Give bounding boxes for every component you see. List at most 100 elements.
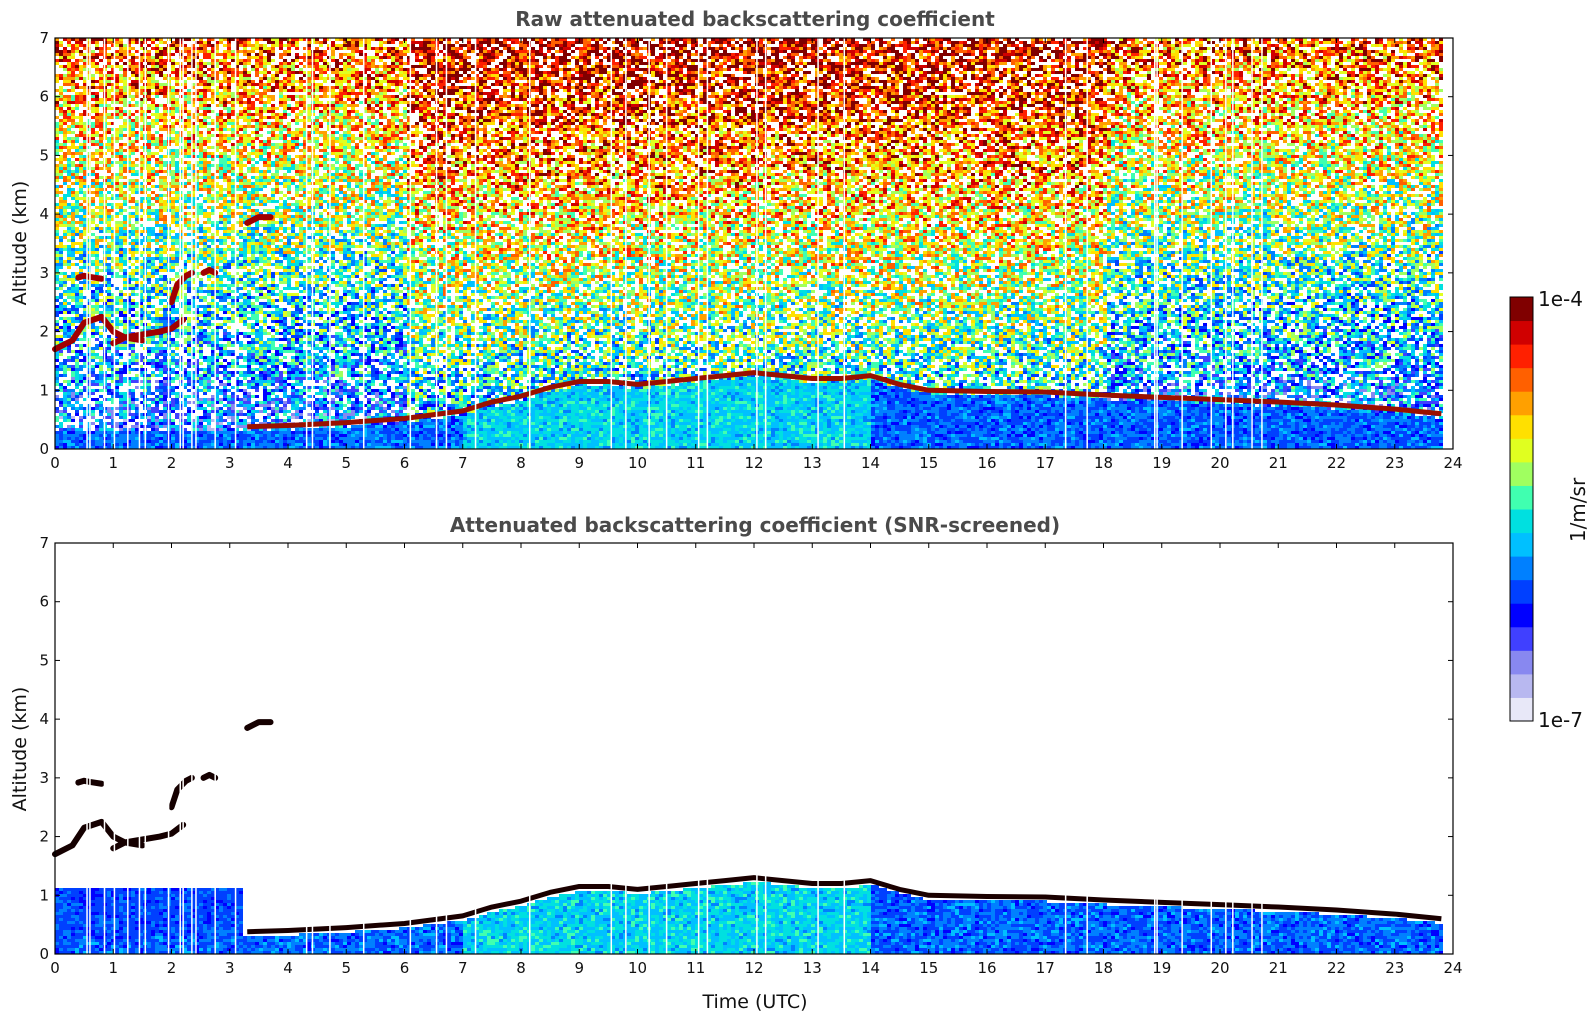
x-tick-label: 17 <box>1036 959 1055 977</box>
x-tick-label: 15 <box>919 454 938 472</box>
x-tick-label: 10 <box>628 959 647 977</box>
x-tick-label: 24 <box>1443 454 1462 472</box>
x-tick-label: 17 <box>1036 454 1055 472</box>
x-tick-label: 11 <box>686 959 705 977</box>
x-tick-label: 12 <box>744 959 763 977</box>
x-tick-label: 19 <box>1152 959 1171 977</box>
x-tick-label: 18 <box>1094 959 1113 977</box>
x-tick-label: 2 <box>167 454 177 472</box>
colorbar-step <box>1510 391 1533 416</box>
y-tick-label: 2 <box>39 323 49 341</box>
x-tick-label: 22 <box>1327 959 1346 977</box>
screened-y-axis-label: Altitude (km) <box>9 687 31 812</box>
x-tick-label: 20 <box>1210 959 1229 977</box>
cloud-layer-line <box>168 269 195 306</box>
x-tick-label: 12 <box>744 454 763 472</box>
x-tick-label: 5 <box>341 454 351 472</box>
colorbar-step <box>1510 579 1533 604</box>
colorbar-step <box>1510 438 1533 463</box>
cloud-layer-line <box>168 774 195 811</box>
x-tick-label: 11 <box>686 454 705 472</box>
x-tick-label: 6 <box>400 959 410 977</box>
y-tick-label: 6 <box>39 88 49 106</box>
x-tick-label: 10 <box>628 454 647 472</box>
colorbar-step <box>1510 697 1533 722</box>
cloud-layer-line <box>200 266 219 276</box>
x-tick-label: 18 <box>1094 454 1113 472</box>
x-tick-label: 2 <box>167 959 177 977</box>
colorbar-step <box>1510 320 1533 345</box>
screened-panel-title: Attenuated backscattering coefficient (S… <box>450 513 1060 537</box>
x-tick-label: 21 <box>1269 959 1288 977</box>
y-tick-label: 4 <box>39 710 49 728</box>
y-tick-label: 2 <box>39 828 49 846</box>
x-tick-label: 7 <box>458 959 468 977</box>
x-tick-label: 14 <box>861 454 880 472</box>
colorbar: 1e-4 1e-7 1/m/sr <box>1509 287 1590 732</box>
x-tick-label: 3 <box>225 959 235 977</box>
boundary-layer-top-line <box>247 875 1442 935</box>
x-tick-label: 4 <box>283 454 293 472</box>
x-tick-label: 0 <box>50 959 60 977</box>
raw-plot-area <box>52 38 1443 449</box>
x-tick-label: 6 <box>400 454 410 472</box>
colorbar-unit-label: 1/m/sr <box>1566 477 1590 542</box>
y-tick-label: 4 <box>39 205 49 223</box>
x-tick-label: 14 <box>861 959 880 977</box>
colorbar-min-label: 1e-7 <box>1538 708 1583 732</box>
colorbar-step <box>1510 650 1533 675</box>
cloud-layer-line <box>244 719 274 731</box>
raw-axis-ticks: 0 1 2 3 4 5 6 7 8 9 10 11 12 13 14 15 16 17 18 19 20 21 22 23 24… <box>39 29 1462 472</box>
x-tick-label: 21 <box>1269 454 1288 472</box>
raw-y-axis-label: Altitude (km) <box>9 181 31 306</box>
raw-backscatter-panel: Raw attenuated backscattering coefficien… <box>9 7 1463 472</box>
y-tick-label: 3 <box>39 264 49 282</box>
y-tick-label: 3 <box>39 769 49 787</box>
x-tick-label: 9 <box>574 959 584 977</box>
x-tick-label: 19 <box>1152 454 1171 472</box>
y-tick-label: 5 <box>39 146 49 164</box>
screened-axis-ticks: 0 1 2 3 4 5 6 7 8 9 10 11 12 13 14 15 16 17 18 19 20 21 22 23 24… <box>39 534 1462 977</box>
boundary-layer-top-line <box>247 370 1442 430</box>
x-tick-label: 13 <box>803 959 822 977</box>
cloud-layer-line <box>110 334 146 347</box>
x-tick-label: 23 <box>1385 959 1404 977</box>
colorbar-step <box>1510 344 1533 369</box>
cloud-layer-line <box>200 771 219 781</box>
backscatter-heatmap <box>55 543 1443 954</box>
colorbar-gradient <box>1510 297 1533 722</box>
x-tick-label: 24 <box>1443 959 1462 977</box>
x-tick-label: 13 <box>803 454 822 472</box>
y-tick-label: 0 <box>39 945 49 963</box>
colorbar-step <box>1510 603 1533 628</box>
cloud-layer-line <box>52 313 187 353</box>
screened-backscatter-panel: Attenuated backscattering coefficient (S… <box>9 513 1463 1013</box>
x-tick-label: 1 <box>108 959 118 977</box>
y-tick-label: 6 <box>39 593 49 611</box>
x-tick-label: 1 <box>108 454 118 472</box>
y-tick-label: 1 <box>39 886 49 904</box>
colorbar-step <box>1510 673 1533 698</box>
y-tick-label: 7 <box>39 29 49 47</box>
x-tick-label: 7 <box>458 454 468 472</box>
colorbar-step <box>1510 532 1533 557</box>
x-tick-label: 3 <box>225 454 235 472</box>
x-tick-label: 16 <box>977 454 996 472</box>
colorbar-step <box>1510 626 1533 651</box>
x-tick-label: 5 <box>341 959 351 977</box>
y-tick-label: 0 <box>39 440 49 458</box>
cloud-layer-line <box>52 818 187 858</box>
colorbar-step <box>1510 485 1533 510</box>
colorbar-step <box>1510 509 1533 534</box>
colorbar-step <box>1510 414 1533 439</box>
y-tick-label: 5 <box>39 651 49 669</box>
colorbar-step <box>1510 556 1533 581</box>
colorbar-step <box>1510 297 1533 322</box>
colorbar-step <box>1510 367 1533 392</box>
y-tick-label: 7 <box>39 534 49 552</box>
x-axis-label: Time (UTC) <box>701 991 807 1013</box>
backscatter-heatmap <box>55 38 1443 449</box>
x-tick-label: 15 <box>919 959 938 977</box>
y-tick-label: 1 <box>39 381 49 399</box>
